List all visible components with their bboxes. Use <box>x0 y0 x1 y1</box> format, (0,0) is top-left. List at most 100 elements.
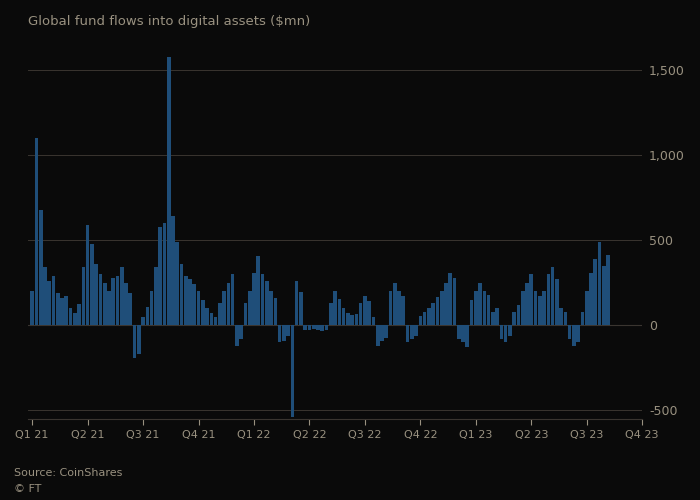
Bar <box>90 244 94 326</box>
Bar <box>235 326 239 345</box>
Bar <box>103 283 106 326</box>
Bar <box>274 298 277 326</box>
Bar <box>307 326 312 330</box>
Bar <box>193 284 196 326</box>
Bar <box>329 303 332 326</box>
Bar <box>167 56 171 326</box>
Bar <box>461 326 465 342</box>
Bar <box>69 308 72 326</box>
Bar <box>260 274 265 326</box>
Bar <box>248 292 251 326</box>
Bar <box>162 223 166 326</box>
Bar <box>350 315 354 326</box>
Bar <box>393 283 397 326</box>
Bar <box>133 326 136 358</box>
Bar <box>478 283 482 326</box>
Bar <box>120 268 124 326</box>
Bar <box>86 225 90 326</box>
Bar <box>486 294 491 326</box>
Bar <box>538 296 542 326</box>
Bar <box>346 312 350 326</box>
Bar <box>197 292 200 326</box>
Bar <box>504 326 508 342</box>
Bar <box>278 326 281 342</box>
Bar <box>312 326 316 328</box>
Bar <box>500 326 503 339</box>
Bar <box>372 317 375 326</box>
Bar <box>188 280 192 326</box>
Bar <box>141 317 145 326</box>
Bar <box>99 274 102 326</box>
Bar <box>598 242 601 326</box>
Bar <box>82 268 85 326</box>
Bar <box>303 326 307 330</box>
Bar <box>111 278 115 326</box>
Bar <box>129 293 132 326</box>
Bar <box>572 326 575 345</box>
Bar <box>184 276 188 326</box>
Bar <box>427 308 430 326</box>
Bar <box>410 326 414 339</box>
Bar <box>508 326 512 336</box>
Bar <box>158 226 162 326</box>
Bar <box>223 292 226 326</box>
Bar <box>295 281 298 326</box>
Bar <box>64 296 68 326</box>
Bar <box>457 326 461 339</box>
Bar <box>466 326 469 347</box>
Bar <box>43 268 47 326</box>
Bar <box>137 326 141 354</box>
Bar <box>321 326 324 332</box>
Bar <box>73 312 77 326</box>
Text: © FT: © FT <box>14 484 41 494</box>
Bar <box>435 298 439 326</box>
Bar <box>316 326 320 330</box>
Bar <box>529 274 533 326</box>
Bar <box>423 312 426 326</box>
Bar <box>594 259 597 326</box>
Bar <box>265 281 269 326</box>
Bar <box>444 283 448 326</box>
Bar <box>337 299 341 326</box>
Bar <box>176 242 179 326</box>
Bar <box>116 276 119 326</box>
Bar <box>325 326 328 330</box>
Bar <box>406 326 410 342</box>
Bar <box>496 308 499 326</box>
Bar <box>39 210 43 326</box>
Bar <box>559 308 563 326</box>
Bar <box>533 292 538 326</box>
Bar <box>512 312 516 326</box>
Bar <box>474 292 477 326</box>
Bar <box>244 303 247 326</box>
Bar <box>551 266 554 326</box>
Bar <box>94 264 98 326</box>
Bar <box>402 296 405 326</box>
Bar <box>205 308 209 326</box>
Bar <box>419 316 422 326</box>
Bar <box>107 292 111 326</box>
Bar <box>384 326 388 338</box>
Bar <box>585 292 589 326</box>
Bar <box>231 274 234 326</box>
Bar <box>525 283 528 326</box>
Bar <box>542 292 546 326</box>
Bar <box>52 276 55 326</box>
Bar <box>333 292 337 326</box>
Bar <box>355 314 358 326</box>
Bar <box>449 274 452 326</box>
Bar <box>146 306 149 326</box>
Bar <box>397 292 401 326</box>
Bar <box>214 317 218 326</box>
Bar <box>491 312 495 326</box>
Bar <box>30 292 34 326</box>
Bar <box>359 303 363 326</box>
Bar <box>282 326 286 340</box>
Bar <box>201 300 204 326</box>
Bar <box>368 300 371 326</box>
Bar <box>568 326 571 339</box>
Bar <box>589 272 593 326</box>
Bar <box>564 312 567 326</box>
Bar <box>180 264 183 326</box>
Bar <box>342 308 345 326</box>
